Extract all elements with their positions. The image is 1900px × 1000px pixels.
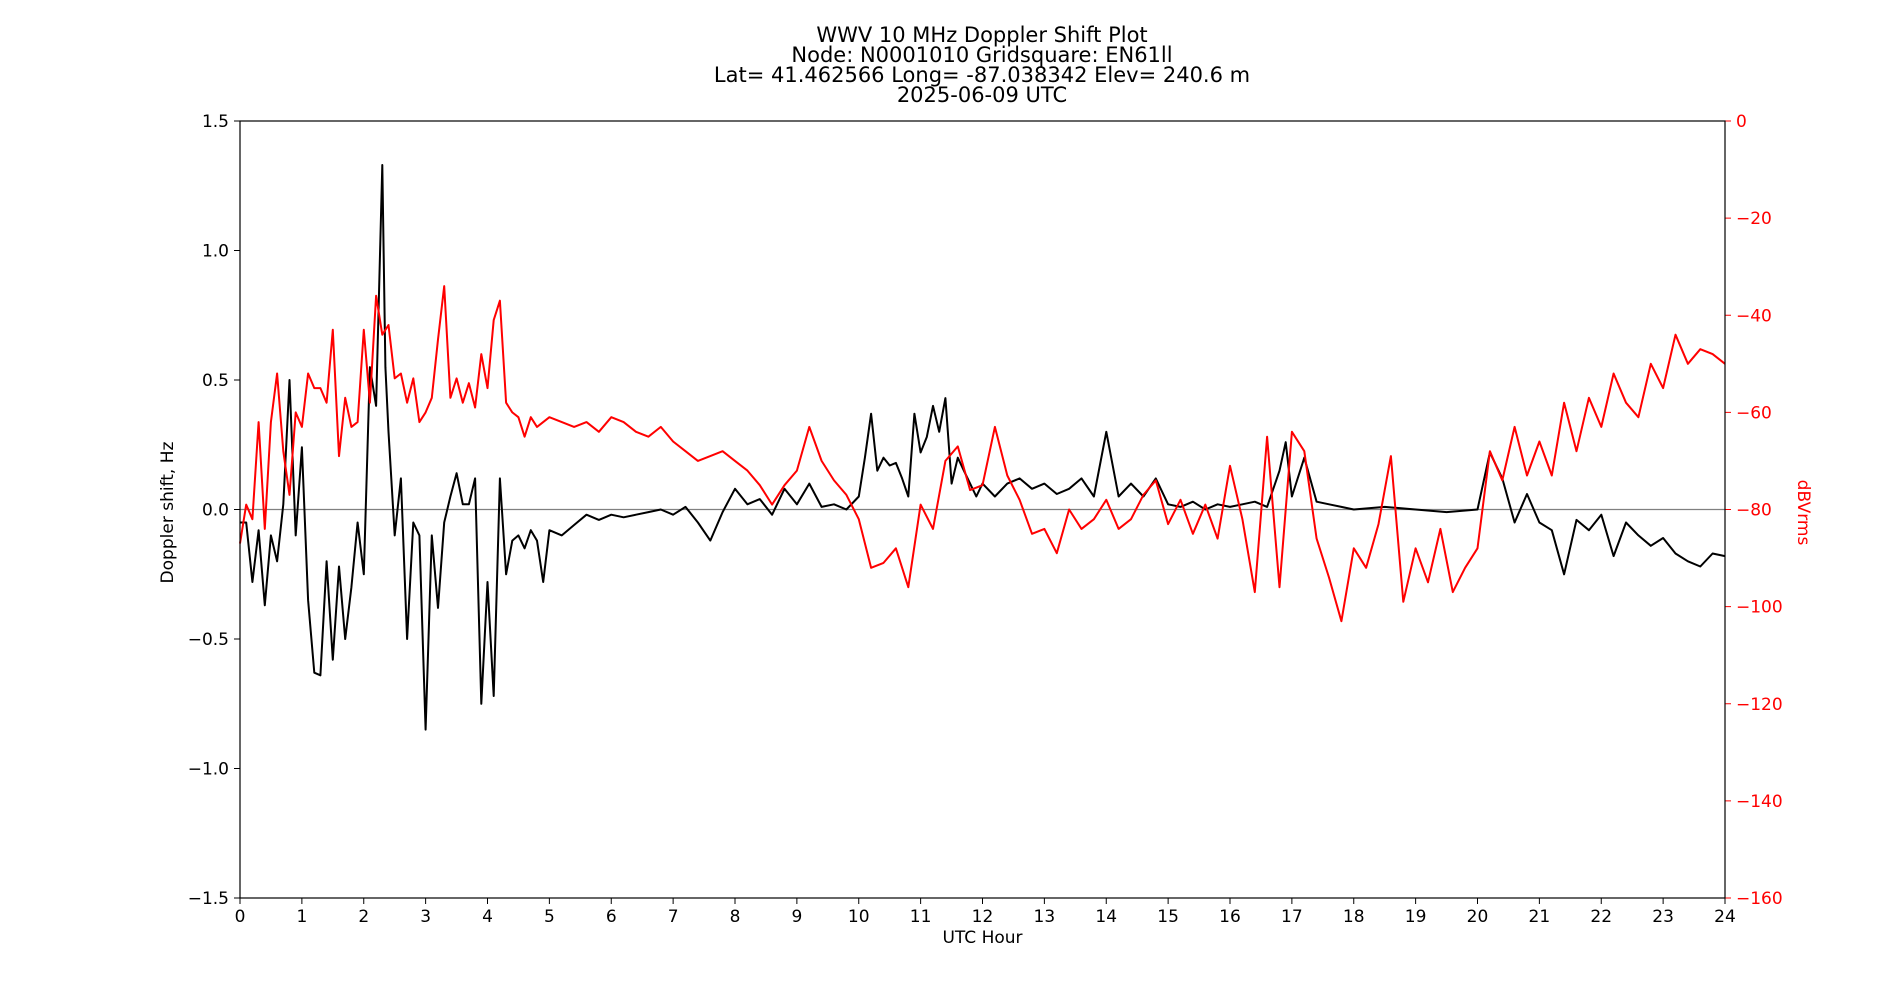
y-right-tick-label: −120 <box>1736 695 1783 715</box>
x-tick-label: 1 <box>296 907 307 927</box>
x-tick-label: 3 <box>420 907 431 927</box>
x-tick-label: 2 <box>358 907 369 927</box>
x-axis-label: UTC Hour <box>942 928 1022 948</box>
x-tick-label: 4 <box>482 907 493 927</box>
y-left-tick-label: −1.0 <box>188 760 229 780</box>
title-line-1: WWV 10 MHz Doppler Shift Plot <box>816 23 1147 47</box>
x-tick-label: 20 <box>1467 907 1489 927</box>
x-tick-label: 12 <box>972 907 994 927</box>
x-tick-label: 13 <box>1034 907 1056 927</box>
x-tick-label: 14 <box>1095 907 1117 927</box>
y-left-tick-label: 0.0 <box>202 501 229 521</box>
x-tick-label: 10 <box>848 907 870 927</box>
title-line-4: 2025-06-09 UTC <box>897 83 1067 107</box>
y-left-tick-label: 1.5 <box>202 112 229 132</box>
y-right-tick-label: −40 <box>1736 306 1772 326</box>
x-tick-label: 7 <box>668 907 679 927</box>
x-tick-label: 6 <box>606 907 617 927</box>
x-tick-label: 18 <box>1343 907 1365 927</box>
x-tick-label: 8 <box>730 907 741 927</box>
x-tick-label: 15 <box>1157 907 1179 927</box>
x-tick-label: 16 <box>1219 907 1241 927</box>
y-left-tick-label: −0.5 <box>188 630 229 650</box>
x-tick-label: 0 <box>235 907 246 927</box>
series-line-dbvrms <box>239 285 1726 623</box>
y-right-tick-label: −80 <box>1736 501 1772 521</box>
y-right-tick-label: −100 <box>1736 598 1783 618</box>
y-right-tick-label: −60 <box>1736 403 1772 423</box>
x-tick-label: 11 <box>910 907 932 927</box>
x-tick-label: 17 <box>1281 907 1303 927</box>
title-line-2: Node: N0001010 Gridsquare: EN61ll <box>791 43 1172 67</box>
y-right-tick-label: −20 <box>1736 209 1772 229</box>
y-right-tick-label: −160 <box>1736 889 1783 909</box>
y-left-tick-label: −1.5 <box>188 889 229 909</box>
x-tick-label: 9 <box>791 907 802 927</box>
series-group <box>239 164 1726 731</box>
x-tick-label: 19 <box>1405 907 1427 927</box>
x-tick-label: 23 <box>1652 907 1674 927</box>
series-line-doppler <box>240 164 1726 731</box>
x-tick-label: 5 <box>544 907 555 927</box>
y-right-tick-label: 0 <box>1736 112 1747 132</box>
y-axis-left-label: Doppler shift, Hz <box>158 441 178 583</box>
y-axis-right-label: dBVrms <box>1793 480 1813 546</box>
y-left-tick-label: 1.0 <box>202 242 229 262</box>
x-tick-label: 21 <box>1529 907 1551 927</box>
x-tick-label: 24 <box>1714 907 1736 927</box>
x-tick-label: 22 <box>1590 907 1612 927</box>
title-line-3: Lat= 41.462566 Long= -87.038342 Elev= 24… <box>714 63 1250 87</box>
plot-frame <box>239 120 1726 899</box>
axis-ticks: 0 1 2 3 4 5 6 7 8 9 10 11 12 13 14 15 16 17 18 19 20 21 22 23 24… <box>188 112 1783 927</box>
y-right-tick-label: −140 <box>1736 792 1783 812</box>
y-left-tick-label: 0.5 <box>202 371 229 391</box>
